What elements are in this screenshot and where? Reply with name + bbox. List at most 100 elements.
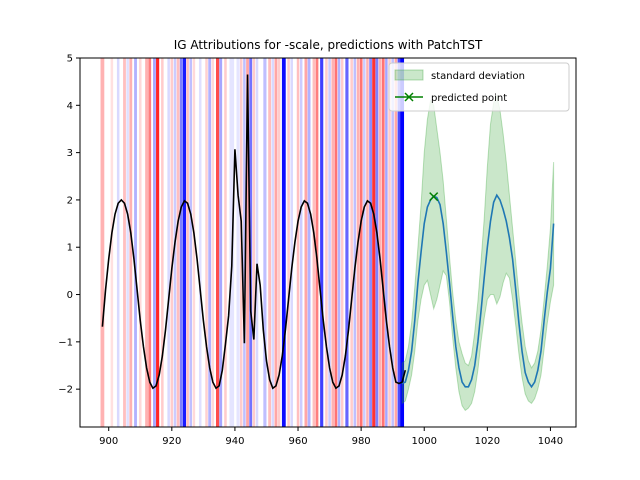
- attribution-bar: [325, 58, 328, 427]
- legend-label-std: standard deviation: [431, 71, 525, 82]
- attribution-bar: [287, 58, 290, 427]
- attribution-bar: [224, 58, 227, 427]
- x-tick-label: 1040: [538, 436, 563, 447]
- std-band: [401, 94, 555, 412]
- prediction-line: [401, 193, 555, 389]
- y-tick-label: −1: [58, 337, 73, 348]
- x-tick-label: 1000: [412, 436, 437, 447]
- attribution-bar: [345, 58, 349, 427]
- y-tick-label: 5: [67, 54, 73, 65]
- y-tick-label: 3: [67, 148, 73, 159]
- attribution-bar: [290, 58, 293, 427]
- attribution-bar: [397, 58, 401, 427]
- attribution-bar: [263, 58, 267, 427]
- attribution-bar: [211, 58, 215, 427]
- y-tick-label: 1: [67, 243, 73, 254]
- attribution-bar: [255, 58, 259, 427]
- attribution-bar: [366, 58, 369, 427]
- attribution-bar: [350, 58, 353, 427]
- x-tick-label: 920: [162, 436, 181, 447]
- attribution-bar: [252, 58, 256, 427]
- attribution-bar: [337, 58, 341, 427]
- attribution-bar: [372, 58, 376, 427]
- attribution-bar: [198, 58, 202, 427]
- attribution-bar: [179, 58, 183, 427]
- attribution-bar: [400, 58, 405, 427]
- plot-frame: [79, 57, 577, 428]
- attribution-bar: [388, 58, 391, 427]
- y-tick-label: 0: [67, 290, 73, 301]
- attribution-bar: [208, 58, 212, 427]
- attribution-bar: [161, 58, 164, 427]
- attribution-bar: [134, 58, 137, 427]
- attribution-bar: [189, 58, 193, 427]
- attribution-bar: [315, 58, 319, 427]
- x-tick-label: 980: [352, 436, 371, 447]
- attribution-bar: [249, 58, 253, 427]
- legend: standard deviation predicted point: [388, 62, 570, 112]
- attribution-bar: [274, 58, 278, 427]
- attribution-bar: [116, 58, 120, 427]
- attribution-bar: [381, 58, 385, 427]
- attribution-bar: [123, 58, 126, 427]
- attribution-bar: [385, 58, 388, 427]
- y-tick-label: −2: [58, 385, 73, 396]
- legend-band-swatch: [394, 69, 424, 81]
- attribution-bar: [328, 58, 331, 427]
- attribution-bar: [186, 58, 189, 427]
- attribution-bar: [277, 58, 281, 427]
- attribution-bar: [156, 58, 160, 427]
- attribution-bar: [148, 58, 152, 427]
- attribution-bar: [205, 58, 208, 427]
- legend-box: [388, 62, 570, 112]
- attribution-bar: [312, 58, 316, 427]
- x-tick-label: 960: [288, 436, 307, 447]
- attribution-bar: [236, 58, 240, 427]
- legend-label-predicted: predicted point: [431, 93, 507, 104]
- attribution-bar: [176, 58, 180, 427]
- attribution-bar: [153, 58, 156, 427]
- attribution-bar: [296, 58, 300, 427]
- y-tick-label: 2: [67, 195, 73, 206]
- attribution-bar: [110, 58, 114, 427]
- history-line: [101, 74, 407, 390]
- attribution-bar: [394, 58, 398, 427]
- attribution-bar: [331, 58, 334, 427]
- attribution-bar: [334, 58, 338, 427]
- attribution-bar: [378, 58, 382, 427]
- attribution-bar: [359, 58, 363, 427]
- attribution-bar: [215, 58, 220, 427]
- attribution-bar: [139, 58, 142, 427]
- predicted-point-marker: [429, 192, 439, 202]
- chart-title: IG Attributions for -scale, predictions …: [174, 38, 483, 52]
- attribution-bar: [246, 58, 249, 427]
- attribution-bar: [307, 58, 311, 427]
- attribution-bar: [353, 58, 357, 427]
- attribution-bar: [219, 58, 223, 427]
- attribution-bar: [391, 58, 394, 427]
- attribution-bar: [170, 58, 174, 427]
- legend-marker-x: [404, 92, 414, 102]
- attribution-bar: [167, 58, 170, 427]
- attribution-bar: [363, 58, 366, 427]
- attribution-bar: [100, 58, 105, 427]
- x-tick-label: 1020: [475, 436, 500, 447]
- attribution-bar: [340, 58, 344, 427]
- attribution-bar: [271, 58, 275, 427]
- attribution-bar: [243, 58, 246, 427]
- attribution-bar: [182, 58, 187, 427]
- attribution-bar: [299, 58, 303, 427]
- attribution-bar: [281, 58, 286, 427]
- y-tick-label: 4: [67, 101, 73, 112]
- attribution-bar: [320, 58, 324, 427]
- attribution-bar: [369, 58, 373, 427]
- attribution-bar: [126, 58, 129, 427]
- x-tick-label: 900: [99, 436, 118, 447]
- attribution-bar: [375, 58, 379, 427]
- attribution-bar: [268, 58, 272, 427]
- attribution-bar: [145, 58, 148, 427]
- attribution-bar: [129, 58, 133, 427]
- attribution-bar: [192, 58, 196, 427]
- x-tick-label: 940: [225, 436, 244, 447]
